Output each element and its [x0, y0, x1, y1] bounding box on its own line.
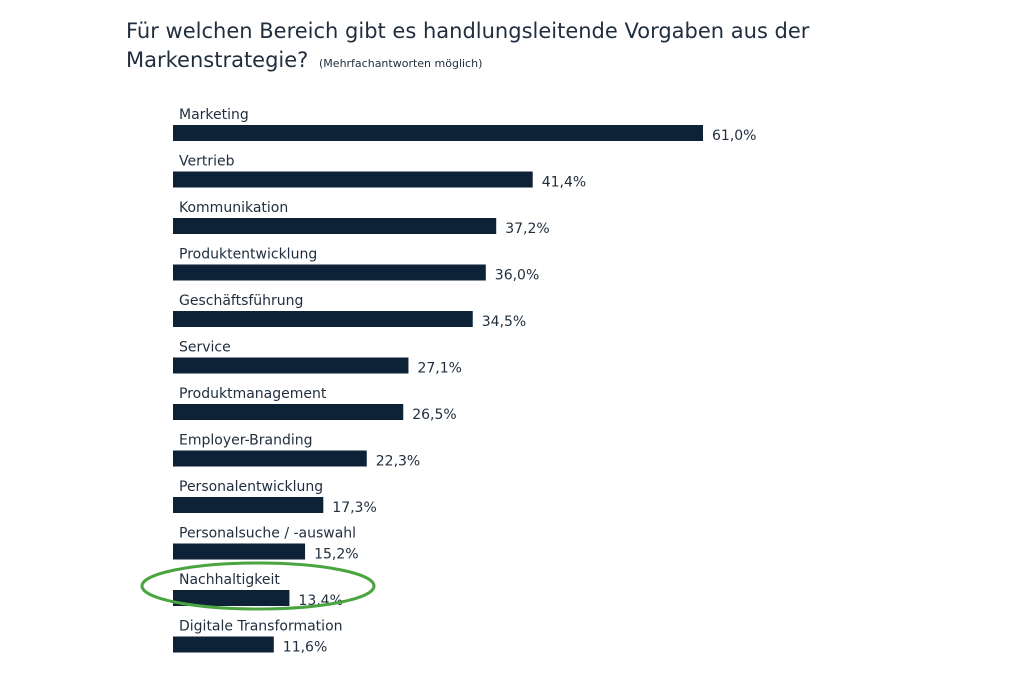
- value-label-kommunikation: 37,2%: [505, 221, 549, 237]
- category-label-employer-branding: Employer-Branding: [179, 433, 313, 449]
- value-label-geschaeftsfuehrung: 34,5%: [482, 314, 526, 330]
- category-label-geschaeftsfuehrung: Geschäftsführung: [179, 293, 303, 309]
- bar-produktentwicklung: [173, 264, 486, 281]
- bar-personalsuche-auswahl: [173, 543, 306, 560]
- bar-kommunikation: [173, 218, 497, 234]
- chart-title-text: Für welchen Bereich gibt es handlungslei…: [126, 19, 810, 72]
- value-label-personalentwicklung: 17,3%: [332, 500, 376, 516]
- bar-digitale-transformation: [173, 636, 274, 653]
- category-label-digitale-transformation: Digitale Transformation: [179, 619, 343, 635]
- bar-marketing: [173, 125, 703, 141]
- bar-service: [173, 357, 409, 374]
- bar-vertrieb: [173, 171, 533, 188]
- category-label-marketing: Marketing: [179, 107, 249, 123]
- chart-subtitle: (Mehrfachantworten möglich): [319, 57, 483, 70]
- chart-title: Für welchen Bereich gibt es handlungslei…: [126, 17, 886, 78]
- bar-produktmanagement: [173, 404, 404, 420]
- value-label-produktmanagement: 26,5%: [412, 407, 456, 423]
- category-label-vertrieb: Vertrieb: [179, 154, 235, 170]
- value-label-digitale-transformation: 11,6%: [283, 640, 327, 656]
- category-label-personalentwicklung: Personalentwicklung: [179, 479, 323, 495]
- value-label-marketing: 61,0%: [712, 128, 756, 144]
- value-label-produktentwicklung: 36,0%: [495, 268, 539, 284]
- highlight-ellipse: [140, 561, 376, 611]
- bar-personalentwicklung: [173, 497, 324, 513]
- category-label-service: Service: [179, 340, 231, 356]
- category-label-produktentwicklung: Produktentwicklung: [179, 247, 317, 263]
- category-label-nachhaltigkeit: Nachhaltigkeit: [179, 572, 280, 588]
- bar-employer-branding: [173, 450, 367, 467]
- value-label-service: 27,1%: [417, 361, 461, 377]
- bar-nachhaltigkeit: [173, 590, 290, 606]
- value-label-personalsuche-auswahl: 15,2%: [314, 547, 358, 563]
- category-label-kommunikation: Kommunikation: [179, 200, 288, 216]
- bar-geschaeftsfuehrung: [173, 311, 473, 327]
- category-label-produktmanagement: Produktmanagement: [179, 386, 327, 402]
- value-label-employer-branding: 22,3%: [376, 454, 420, 470]
- category-label-personalsuche-auswahl: Personalsuche / -auswahl: [179, 526, 356, 542]
- value-label-vertrieb: 41,4%: [542, 175, 586, 191]
